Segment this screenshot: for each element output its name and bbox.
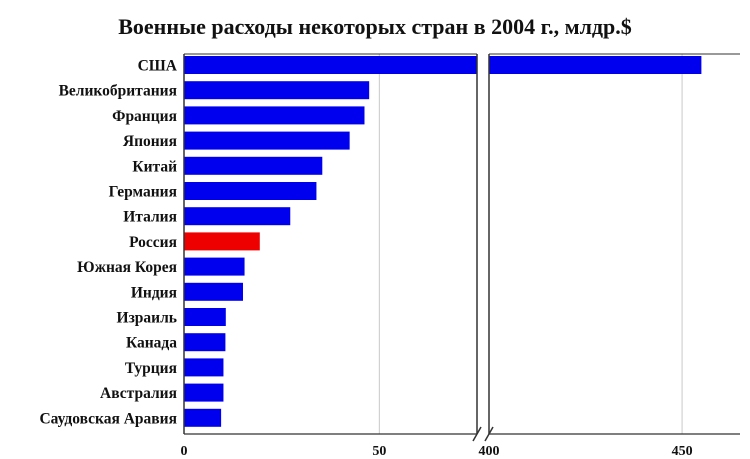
axis-frames [183,53,740,442]
bar-0-right-segment [489,56,702,74]
category-label-1: Великобритания [59,83,177,100]
bar-8 [184,257,245,276]
bar-4 [184,156,323,175]
category-label-8: Южная Корея [77,259,177,276]
category-label-7: Россия [129,234,177,251]
tick-labels: 0 50 400 450 [181,444,693,459]
bar-5 [184,182,317,200]
category-label-3: Япония [123,133,177,150]
bar-6 [184,207,291,226]
category-label-9: Индия [131,284,177,301]
category-label-11: Канада [126,335,177,352]
gridlines [378,54,683,434]
bar-9 [184,282,243,301]
bar-2 [184,106,365,125]
category-label-12: Турция [125,360,177,377]
bar-7 [184,232,260,251]
break-mark-right [484,426,494,442]
category-label-6: Италия [123,209,177,226]
bar-13 [184,383,224,402]
bar-10 [184,308,226,326]
bar-12 [184,358,224,377]
category-label-4: Китай [132,158,177,175]
tick-label-400: 400 [479,444,500,459]
bar-14 [184,408,222,427]
category-label-13: Австралия [100,385,177,402]
tick-label-450: 450 [672,444,693,459]
break-mark-left [472,426,482,442]
bar-1 [184,81,370,100]
category-label-0: США [138,58,178,75]
category-label-10: Израиль [117,310,177,327]
bar-0-left-segment [184,56,477,74]
category-label-5: Германия [109,184,177,201]
bars [184,56,702,427]
bar-11 [184,333,226,352]
category-label-14: Саудовская Аравия [39,410,177,427]
chart-title: Военные расходы некоторых стран в 2004 г… [118,14,632,39]
category-label-2: Франция [112,108,177,125]
tick-label-0: 0 [181,444,188,459]
category-labels: США Великобритания Франция Япония Китай Герма… [39,58,177,428]
tick-label-50: 50 [372,444,386,459]
bar-3 [184,131,350,150]
